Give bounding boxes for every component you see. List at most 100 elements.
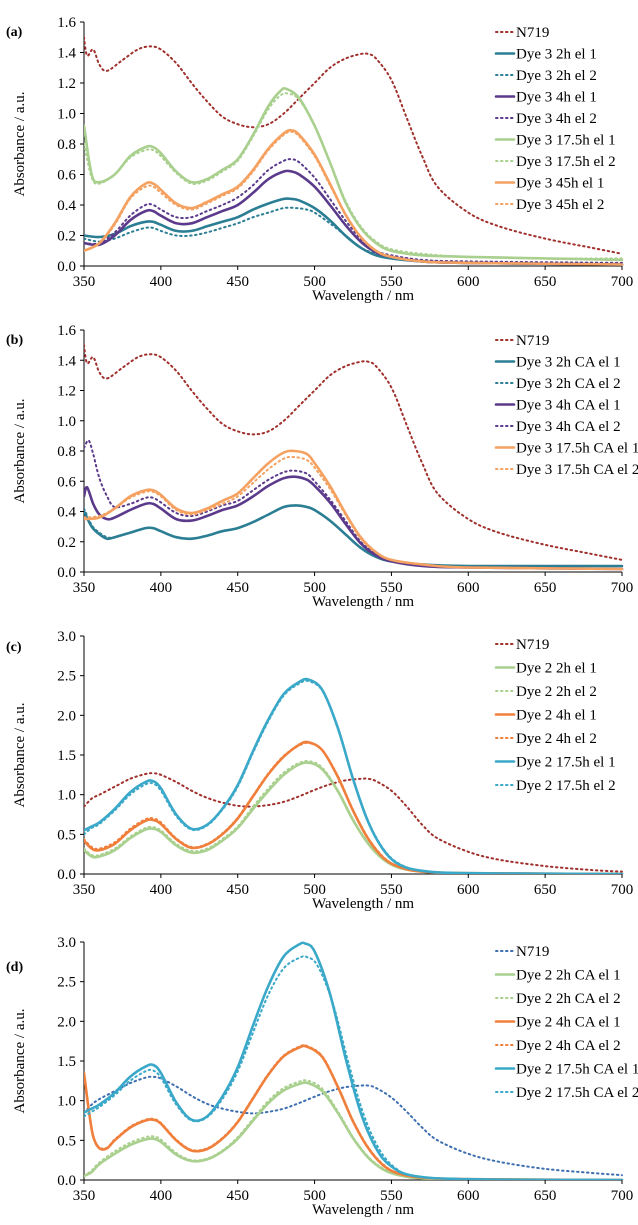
legend-entry: Dye 2 4h el 1: [516, 708, 597, 724]
series-line-1: [84, 1075, 623, 1177]
series-line-7: [84, 92, 623, 260]
y-axis-label: Absorbance / a.u.: [12, 1009, 28, 1114]
x-tick-label: 550: [380, 1188, 403, 1204]
legend-entry: Dye 2 2h CA el 1: [516, 968, 621, 984]
series-line-1: [84, 36, 623, 255]
x-tick-label: 400: [150, 882, 173, 898]
legend-entry: Dye 3 45h el 1: [516, 176, 604, 192]
y-tick-label: 0.2: [57, 229, 76, 245]
legend-entry: Dye 2 4h CA el 1: [516, 1015, 621, 1031]
x-tick-label: 550: [380, 882, 403, 898]
y-tick-label: 1.6: [57, 15, 76, 31]
y-tick-label: 1.2: [57, 384, 76, 400]
x-axis-label: Wavelength / nm: [312, 896, 414, 912]
x-axis-label: Wavelength / nm: [312, 1202, 414, 1218]
x-tick-label: 650: [534, 1188, 557, 1204]
x-tick-label: 550: [380, 580, 403, 596]
series-group: [84, 677, 624, 874]
y-tick-label: 0.0: [57, 565, 76, 581]
x-tick-label: 500: [303, 274, 326, 290]
y-tick-label: 0.2: [57, 535, 76, 551]
y-tick-label: 1.4: [57, 353, 76, 369]
series-line-1: [84, 772, 623, 873]
legend: N719 Dye 2 2h CA el 1 Dye 2 2h CA el 2 Dye …: [494, 944, 638, 1101]
x-tick-label: 700: [611, 274, 634, 290]
series-line-6: [84, 449, 624, 571]
y-tick-label: 0.5: [57, 1133, 76, 1149]
legend-entry: N719: [516, 333, 549, 349]
x-tick-label: 350: [73, 580, 96, 596]
legend-entry: Dye 3 4h CA el 1: [516, 398, 621, 414]
series-line-3: [84, 504, 623, 568]
y-tick-label: 2.5: [57, 669, 76, 685]
y-axis-label: Absorbance / a.u.: [12, 399, 28, 504]
y-tick-label: 2.0: [57, 708, 76, 724]
x-tick-label: 600: [457, 274, 480, 290]
x-tick-label: 650: [534, 882, 557, 898]
y-tick-label: 2.0: [57, 1014, 76, 1030]
y-tick-label: 1.0: [57, 1094, 76, 1110]
x-tick-label: 400: [150, 580, 173, 596]
series-group: [84, 36, 624, 266]
y-tick-label: 1.0: [57, 788, 76, 804]
y-tick-label: 1.0: [57, 414, 76, 430]
series-line-6: [84, 86, 624, 262]
legend-entry: Dye 2 2h el 1: [516, 661, 597, 677]
legend-entry: Dye 3 17.5h CA el 1: [516, 441, 638, 457]
series-line-6: [84, 941, 624, 1180]
x-tick-label: 500: [303, 1188, 326, 1204]
legend-entry: Dye 2 2h CA el 2: [516, 991, 621, 1007]
series-line-7: [84, 955, 623, 1180]
y-tick-label: 1.0: [57, 107, 76, 123]
legend-entry: Dye 2 17.5h CA el 1: [516, 1062, 638, 1078]
x-tick-label: 450: [226, 274, 249, 290]
x-axis-label: Wavelength / nm: [312, 594, 414, 610]
x-tick-label: 700: [611, 580, 634, 596]
x-tick-label: 700: [611, 882, 634, 898]
legend-entry: Dye 3 2h el 2: [516, 68, 597, 84]
y-tick-label: 1.6: [57, 323, 76, 339]
x-tick-label: 600: [457, 1188, 480, 1204]
legend-entry: Dye 2 4h CA el 2: [516, 1038, 621, 1054]
x-tick-label: 350: [73, 1188, 96, 1204]
x-tick-label: 450: [226, 1188, 249, 1204]
legend-entry: Dye 2 17.5h CA el 2: [516, 1085, 638, 1101]
legend-entry: Dye 2 2h el 2: [516, 684, 597, 700]
panel-label: (c): [6, 640, 22, 655]
y-axis-label: Absorbance / a.u.: [12, 92, 28, 197]
series-line-3: [84, 1079, 623, 1180]
legend-entry: Dye 3 4h el 1: [516, 90, 597, 106]
series-line-5: [84, 439, 623, 570]
x-tick-label: 600: [457, 882, 480, 898]
legend-entry: Dye 3 17.5h el 2: [516, 154, 616, 170]
legend-entry: Dye 3 2h CA el 1: [516, 355, 621, 371]
series-group: [84, 941, 624, 1180]
y-tick-label: 0.4: [57, 198, 76, 214]
x-tick-label: 400: [150, 274, 173, 290]
chart-panel-4: (d) 0.0 0.5 1.0 1.5 2.0 2.5 3.0 350 400 450 500 550 6…: [6, 935, 638, 1218]
legend-entry: Dye 3 4h CA el 2: [516, 419, 621, 435]
series-group: [84, 344, 624, 571]
legend-entry: N719: [516, 637, 549, 653]
legend-entry: Dye 3 45h el 2: [516, 197, 604, 213]
y-tick-label: 1.5: [57, 748, 76, 764]
series-line-9: [84, 130, 623, 266]
legend: N719 Dye 3 2h el 1 Dye 3 2h el 2 Dye 3 4h e…: [494, 25, 616, 213]
y-tick-label: 0.8: [57, 137, 76, 153]
panel-label: (d): [6, 960, 23, 975]
y-tick-label: 1.2: [57, 76, 76, 92]
y-tick-label: 0.0: [57, 1173, 76, 1189]
y-tick-label: 0.6: [57, 168, 76, 184]
legend-entry: Dye 2 4h el 2: [516, 731, 597, 747]
x-tick-label: 400: [150, 1188, 173, 1204]
y-tick-label: 0.6: [57, 474, 76, 490]
x-tick-label: 500: [303, 580, 326, 596]
y-tick-label: 1.4: [57, 46, 76, 62]
y-tick-label: 1.5: [57, 1054, 76, 1070]
chart-panel-1: (a) 0.0 0.2 0.4 0.6 0.8 1.0 1.2 1.4 1.6 350 400 450 5…: [6, 15, 633, 304]
y-tick-label: 3.0: [57, 629, 76, 645]
x-tick-label: 650: [534, 274, 557, 290]
x-tick-label: 650: [534, 580, 557, 596]
chart-panel-2: (b) 0.0 0.2 0.4 0.6 0.8 1.0 1.2 1.4 1.6 350 400 450 5…: [6, 323, 638, 610]
